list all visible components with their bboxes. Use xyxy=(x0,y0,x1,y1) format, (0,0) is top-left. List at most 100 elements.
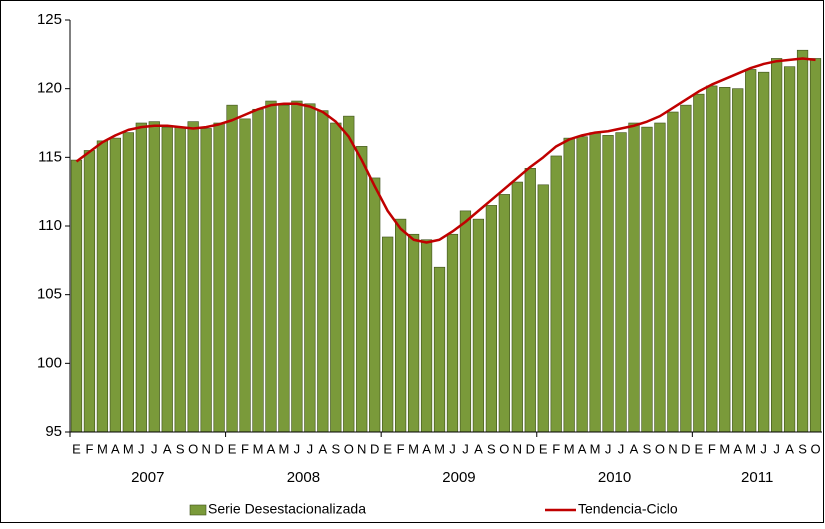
x-tick-label: F xyxy=(552,441,560,456)
x-tick-label: F xyxy=(85,441,93,456)
y-tick-label: 115 xyxy=(38,148,62,165)
x-tick-label: A xyxy=(733,441,742,456)
bar xyxy=(148,121,160,433)
x-tick-label: M xyxy=(745,441,756,456)
bar xyxy=(732,88,744,433)
bar xyxy=(161,126,173,433)
bar xyxy=(213,122,225,433)
year-label: 2009 xyxy=(442,469,475,486)
x-tick-label: A xyxy=(422,441,431,456)
bar xyxy=(680,104,692,433)
x-tick-label: S xyxy=(331,441,340,456)
bar xyxy=(589,132,601,433)
x-tick-label: S xyxy=(798,441,807,456)
bar xyxy=(83,150,96,433)
bar xyxy=(667,111,679,433)
bar xyxy=(382,236,394,433)
bar xyxy=(369,177,381,433)
x-tick-label: D xyxy=(214,441,223,456)
x-tick-label: D xyxy=(681,441,690,456)
x-tick-label: A xyxy=(318,441,327,456)
x-tick-label: E xyxy=(539,441,548,456)
x-tick-label: O xyxy=(810,441,820,456)
x-tick-label: M xyxy=(564,441,575,456)
x-tick-label: N xyxy=(357,441,366,456)
bar xyxy=(252,108,264,433)
bar xyxy=(407,233,420,433)
bar xyxy=(96,140,109,433)
x-tick-label: J xyxy=(760,441,767,456)
bar xyxy=(758,71,770,433)
legend-label: Serie Desestacionalizada xyxy=(208,501,366,517)
bar xyxy=(226,104,238,433)
bar xyxy=(563,137,575,433)
x-tick-label: N xyxy=(513,441,522,456)
x-tick-label: J xyxy=(605,441,612,456)
y-tick-label: 120 xyxy=(37,80,62,97)
y-tick-label: 105 xyxy=(37,286,62,303)
x-tick-label: S xyxy=(487,441,496,456)
bar xyxy=(356,146,368,433)
bar xyxy=(239,118,251,433)
x-tick-label: M xyxy=(123,441,134,456)
bar xyxy=(459,210,472,433)
x-tick-label: M xyxy=(590,441,601,456)
bar xyxy=(446,233,459,433)
x-tick-label: J xyxy=(151,441,158,456)
x-tick-label: N xyxy=(668,441,677,456)
bar xyxy=(395,218,407,433)
bar xyxy=(745,69,757,433)
x-tick-label: M xyxy=(719,441,730,456)
bar xyxy=(317,110,329,433)
bar xyxy=(693,93,705,433)
x-tick-label: S xyxy=(176,441,185,456)
bar xyxy=(602,135,614,433)
x-tick-label: J xyxy=(307,441,314,456)
year-label: 2007 xyxy=(131,469,164,486)
x-tick-label: J xyxy=(773,441,780,456)
bar xyxy=(641,126,653,433)
bar xyxy=(719,86,731,433)
x-tick-label: A xyxy=(630,441,639,456)
bar xyxy=(628,122,640,433)
x-tick-label: J xyxy=(138,441,145,456)
bar xyxy=(576,136,588,433)
bar xyxy=(796,49,809,433)
bar xyxy=(550,155,562,433)
x-tick-label: D xyxy=(370,441,379,456)
x-tick-label: E xyxy=(228,441,237,456)
x-tick-label: A xyxy=(163,441,172,456)
bar xyxy=(109,137,121,433)
bar xyxy=(343,115,355,433)
trend-line xyxy=(75,57,816,244)
bar xyxy=(615,132,627,433)
bar xyxy=(70,159,83,433)
bar xyxy=(122,132,134,433)
bar xyxy=(265,100,277,433)
x-tick-label: F xyxy=(397,441,405,456)
x-tick-label: J xyxy=(294,441,301,456)
x-tick-label: M xyxy=(253,441,264,456)
bar xyxy=(771,58,783,433)
x-tick-label: D xyxy=(526,441,535,456)
x-tick-label: M xyxy=(97,441,108,456)
x-tick-label: F xyxy=(708,441,716,456)
legend-swatch xyxy=(189,504,207,516)
bar xyxy=(706,85,718,433)
x-tick-label: J xyxy=(449,441,456,456)
x-tick-label: E xyxy=(383,441,392,456)
bar xyxy=(291,100,303,433)
bar xyxy=(654,122,666,433)
x-tick-label: N xyxy=(201,441,210,456)
x-tick-label: O xyxy=(344,441,354,456)
legend-label: Tendencia-Ciclo xyxy=(578,501,678,517)
x-tick-label: O xyxy=(499,441,509,456)
x-tick-label: A xyxy=(111,441,120,456)
y-tick-label: 125 xyxy=(37,11,62,28)
x-tick-label: A xyxy=(474,441,483,456)
bar xyxy=(537,184,549,433)
bar xyxy=(174,126,186,433)
bar xyxy=(433,266,446,433)
y-tick-label: 95 xyxy=(45,423,62,440)
bar xyxy=(485,205,497,433)
